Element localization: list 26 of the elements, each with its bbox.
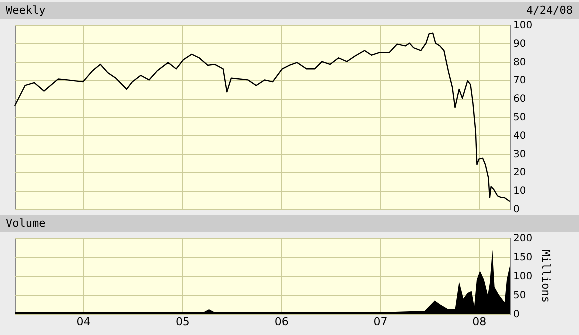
x-tick-label: 07 — [374, 316, 388, 328]
y-tick-label: 30 — [514, 149, 526, 160]
y-tick-label: 40 — [514, 130, 526, 142]
y-tick-label: 20 — [514, 168, 526, 179]
chart-title: Volume — [6, 216, 46, 232]
line-series — [14, 32, 511, 202]
text: 4/24/08 — [526, 3, 573, 19]
chart-title: Weekly — [6, 3, 46, 19]
y-tick-label: 10 — [514, 186, 526, 198]
y-tick-label: 100 — [514, 272, 533, 282]
x-tick-label: 06 — [274, 316, 289, 328]
x-tick-label: 08 — [472, 316, 487, 328]
x-tick-label: 04 — [76, 316, 91, 328]
y-tick-label: 60 — [514, 94, 526, 106]
x-tick-label: 05 — [176, 316, 190, 328]
y-tick-label: 150 — [514, 252, 533, 264]
y-tick-label: 70 — [514, 76, 526, 87]
y-axis-title: Millions — [540, 250, 553, 303]
y-tick-label: 90 — [514, 38, 526, 50]
y-tick-label: 0 — [514, 310, 520, 320]
y-tick-label: 100 — [514, 20, 533, 32]
y-tick-label: 50 — [514, 290, 526, 302]
y-tick-label: 0 — [514, 204, 520, 216]
y-tick-label: 200 — [514, 234, 533, 244]
y-tick-label: 50 — [514, 112, 526, 124]
y-tick-label: 80 — [514, 57, 526, 68]
